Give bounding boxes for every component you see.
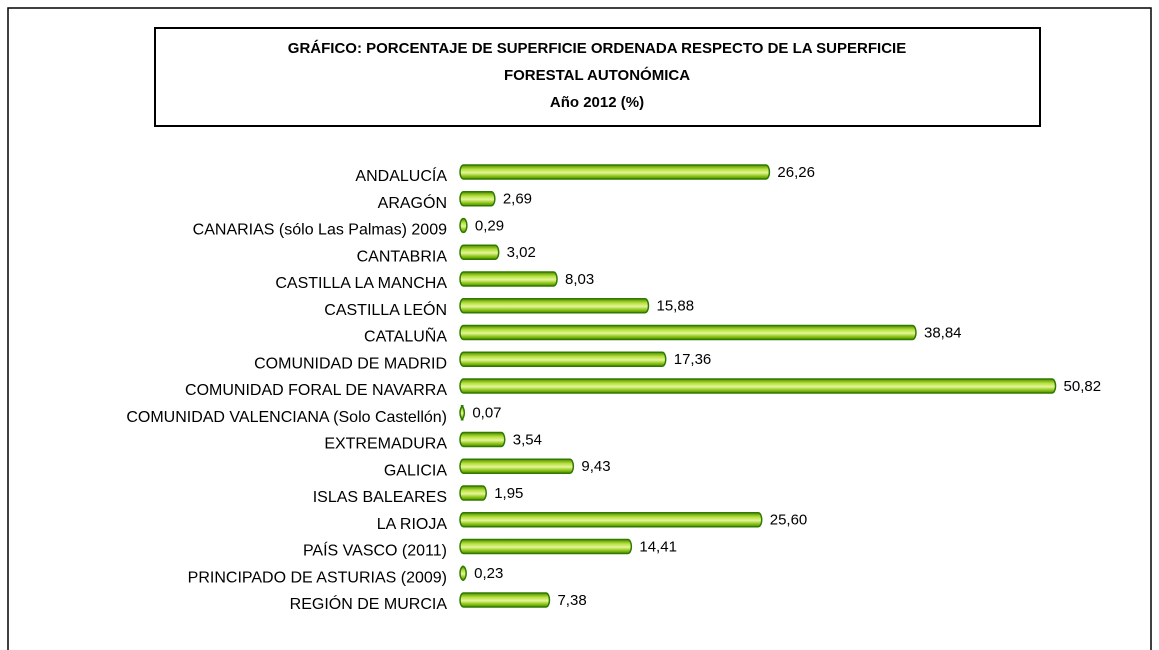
y-tick-label: PRINCIPADO DE ASTURIAS (2009) [188,569,447,586]
y-tick-label: GALICIA [384,462,447,479]
bar [459,538,633,555]
bar [459,485,487,501]
value-label: 38,84 [924,324,962,341]
y-tick-label: COMUNIDAD FORAL DE NAVARRA [185,382,447,399]
y-tick-label: ARAGÓN [378,193,447,212]
y-tick-label: CANTABRIA [357,248,448,265]
y-tick-label: LA RIOJA [377,516,448,533]
bar [459,592,551,608]
value-label: 8,03 [565,271,594,288]
bar [459,324,917,341]
value-label: 25,60 [770,512,808,529]
chart-title: GRÁFICO: PORCENTAJE DE SUPERFICIE ORDENA… [288,40,906,57]
value-label: 9,43 [581,458,610,475]
title-box [154,27,1041,127]
value-label: 0,07 [472,405,501,422]
value-label: 0,23 [474,565,503,582]
y-tick-label: PAÍS VASCO (2011) [303,541,447,560]
chart-title: FORESTAL AUTONÓMICA [504,66,690,84]
value-label: 26,26 [777,164,815,181]
bar [459,191,496,207]
y-tick-label: CANARIAS (sólo Las Palmas) 2009 [193,222,447,239]
value-label: 15,88 [657,298,695,315]
value-label: 17,36 [674,351,712,368]
value-label: 2,69 [503,191,532,208]
value-label: 14,41 [639,538,677,555]
y-tick-label: ISLAS BALEARES [313,489,447,506]
y-tick-label: CATALUÑA [364,326,447,346]
y-tick-label: ANDALUCÍA [355,166,447,185]
value-label: 3,02 [507,244,536,261]
bar [459,512,763,528]
value-label: 50,82 [1064,378,1102,395]
bar [459,431,506,448]
chart-subtitle: Año 2012 (%) [550,94,644,111]
bar [459,378,1057,394]
y-tick-label: REGIÓN DE MURCIA [290,594,448,613]
y-tick-label: CASTILLA LEÓN [324,300,447,319]
bar [459,565,467,581]
value-label: 0,29 [475,217,504,234]
value-label: 7,38 [557,592,586,609]
bar [459,217,468,234]
value-label: 3,54 [513,431,542,448]
bar [459,351,667,367]
y-tick-label: EXTREMADURA [324,436,447,453]
bar [459,244,500,260]
frame [7,7,1152,650]
bar [459,164,771,180]
bar [459,405,466,421]
bar [459,458,575,474]
bar [459,271,558,287]
y-tick-label: CASTILLA LA MANCHA [275,275,447,292]
y-tick-label: COMUNIDAD DE MADRID [254,355,447,372]
bar [459,298,650,314]
y-tick-label: COMUNIDAD VALENCIANA (Solo Castellón) [126,409,447,426]
value-label: 1,95 [494,485,523,502]
